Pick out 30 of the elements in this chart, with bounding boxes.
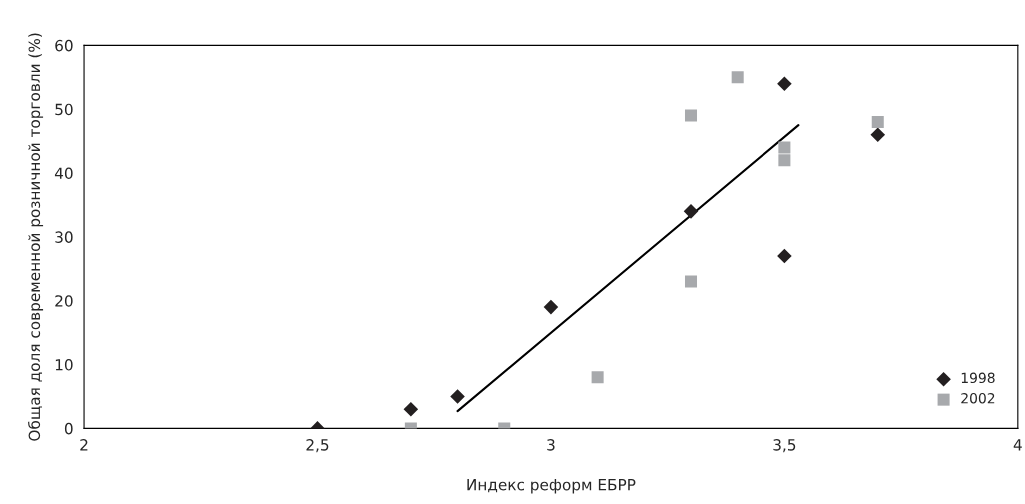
point [591, 371, 604, 384]
point [778, 154, 791, 167]
point [778, 141, 791, 154]
legend-label: 2002 [961, 392, 995, 404]
x-tick-label: 2,5 [306, 439, 329, 453]
point [684, 109, 698, 122]
y-tick-label: 50 [55, 103, 73, 116]
point [731, 71, 744, 84]
legend-label: 1998 [961, 372, 995, 384]
y-tick-label: 10 [55, 359, 73, 371]
y-axis-title: Общая доля современной розничной торговли (%) [28, 33, 44, 441]
point [870, 127, 886, 143]
point [450, 389, 465, 404]
point [683, 204, 699, 219]
point [871, 115, 884, 128]
y-tick-label: 40 [54, 167, 73, 180]
point [543, 299, 559, 315]
point [777, 76, 792, 91]
x-tick-label: 3 [547, 439, 555, 451]
y-tick-label: 60 [55, 39, 73, 52]
y-tick-label: 0 [64, 422, 73, 435]
x-tick-label: 4 [1013, 439, 1022, 451]
y-tick-label: 20 [55, 295, 73, 307]
x-tick-label: 2 [80, 439, 88, 451]
y-tick-label: 30 [55, 231, 73, 243]
x-axis-title: Индекс реформ ЕБРР [467, 479, 636, 494]
point [403, 401, 419, 417]
x-tick-label: 3,5 [773, 439, 796, 453]
point [777, 248, 792, 264]
point [684, 275, 698, 288]
